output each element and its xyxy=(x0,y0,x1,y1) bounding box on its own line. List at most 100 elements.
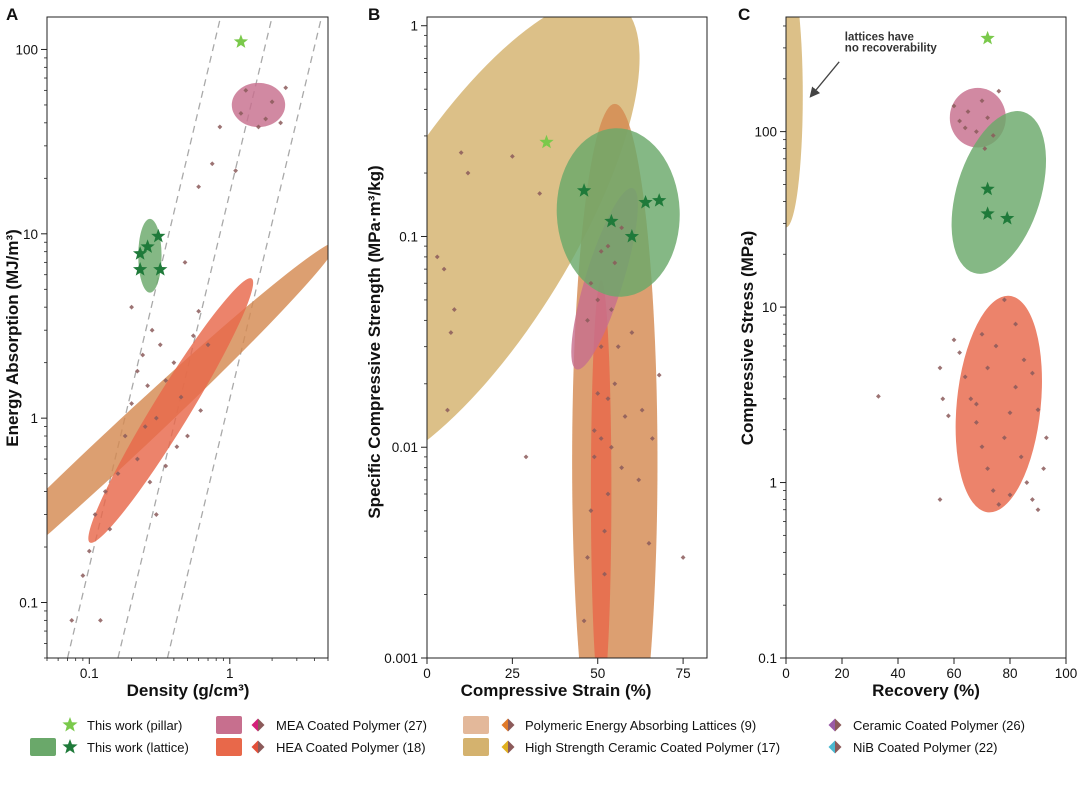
data-point xyxy=(69,617,75,623)
y-tick-label: 100 xyxy=(15,42,38,57)
data-point xyxy=(985,115,990,121)
legend-item-hea: HEA Coated Polymer (18) xyxy=(216,738,426,756)
y-tick-label: 100 xyxy=(754,125,777,140)
y-tick-label: 10 xyxy=(23,227,38,242)
lattice-star xyxy=(132,262,148,276)
panel-b-ylabel: Specific Compressive Strength (MPa·m³/kg… xyxy=(365,165,384,518)
data-point xyxy=(940,396,946,402)
region-mea-coated-polymer xyxy=(231,82,286,128)
data-point xyxy=(591,454,597,460)
y-tick-label: 0.1 xyxy=(19,596,38,611)
legend-diamond-icon xyxy=(501,718,508,732)
data-point xyxy=(598,436,604,441)
data-point xyxy=(612,260,618,266)
panel-c-points xyxy=(876,88,1049,513)
panel-c-stars xyxy=(980,30,1015,225)
data-point xyxy=(1024,480,1030,485)
legend-swatch xyxy=(216,716,242,734)
lattice-star xyxy=(980,206,995,220)
data-point xyxy=(979,98,985,104)
region-hea-coated-polymer xyxy=(955,295,1042,513)
x-tick-label: 50 xyxy=(590,666,605,681)
data-point xyxy=(448,330,454,335)
data-point xyxy=(163,463,169,469)
data-point xyxy=(615,344,621,350)
panel-b-points xyxy=(434,150,686,624)
legend-label: NiB Coated Polymer (22) xyxy=(853,740,998,755)
legend-item-lattice: This work (lattice) xyxy=(30,738,189,756)
annotation-text: no recoverability xyxy=(845,43,938,55)
legend-item-mea: MEA Coated Polymer (27) xyxy=(216,716,427,734)
data-point xyxy=(129,401,134,406)
data-point xyxy=(591,428,597,433)
data-point xyxy=(243,87,249,93)
panel-a-xlabel: Density (g/cm³) xyxy=(127,681,250,700)
y-tick-label: 10 xyxy=(762,300,777,315)
data-point xyxy=(588,508,594,514)
region-hea-coated-polymer xyxy=(590,280,612,658)
lattice-star xyxy=(576,183,592,197)
lattice-star xyxy=(140,239,155,253)
legend-diamond-icon xyxy=(251,740,258,754)
legend-item-cer: Ceramic Coated Polymer (26) xyxy=(828,718,1025,733)
legend-diamond-icon-half xyxy=(258,718,265,732)
data-point xyxy=(256,124,261,130)
data-point xyxy=(937,365,943,371)
x-tick-label: 0.1 xyxy=(80,666,99,681)
x-tick-label: 40 xyxy=(890,666,905,681)
data-point xyxy=(185,433,190,439)
x-tick-label: 60 xyxy=(946,666,961,681)
data-point xyxy=(1035,407,1041,413)
data-point xyxy=(441,266,447,272)
panel-a-guides xyxy=(66,17,323,658)
data-point xyxy=(946,413,951,419)
data-point xyxy=(174,444,180,450)
lattice-star xyxy=(132,246,148,260)
annotation-text: lattices have xyxy=(845,32,914,44)
lattice-star xyxy=(980,181,995,196)
legend-item-pillar: This work (pillar) xyxy=(62,717,182,733)
data-point xyxy=(602,528,607,534)
data-point xyxy=(135,368,140,374)
legend-label: High Strength Ceramic Coated Polymer (17… xyxy=(525,740,780,755)
legend-diamond-icon-half xyxy=(835,740,842,754)
data-point xyxy=(196,308,202,314)
legend-label: HEA Coated Polymer (18) xyxy=(276,740,426,755)
legend-swatch xyxy=(463,738,489,756)
data-point xyxy=(1018,454,1024,460)
data-point xyxy=(619,465,625,471)
panel-b-frame xyxy=(426,16,708,659)
data-point xyxy=(523,454,529,460)
data-point xyxy=(962,125,968,131)
y-tick-label: 0.01 xyxy=(392,440,418,455)
data-point xyxy=(974,420,979,425)
data-point xyxy=(595,297,601,303)
data-point xyxy=(1044,435,1049,441)
data-point xyxy=(636,477,642,483)
lattice-star xyxy=(1000,210,1015,225)
y-tick-label: 0.001 xyxy=(384,651,418,666)
data-point xyxy=(680,555,686,560)
data-point xyxy=(608,307,614,312)
lattice-star xyxy=(151,228,166,243)
data-point xyxy=(1002,435,1007,441)
data-point xyxy=(965,109,971,115)
y-tick-label: 1 xyxy=(410,19,418,34)
data-point xyxy=(278,120,284,126)
legend: This work (pillar) This work (lattice) MEA… xyxy=(30,716,1025,756)
data-point xyxy=(153,415,159,421)
data-point xyxy=(135,456,140,462)
data-point xyxy=(608,444,614,450)
data-point xyxy=(190,333,196,339)
legend-swatch xyxy=(463,716,489,734)
panel-c-regions xyxy=(786,17,1047,513)
data-point xyxy=(985,365,990,371)
data-point xyxy=(957,350,962,356)
panel-b-stars xyxy=(539,134,667,243)
data-point xyxy=(451,307,457,312)
region-high-strength-ceramic-coated-polymer xyxy=(427,17,640,476)
data-point xyxy=(445,407,450,413)
